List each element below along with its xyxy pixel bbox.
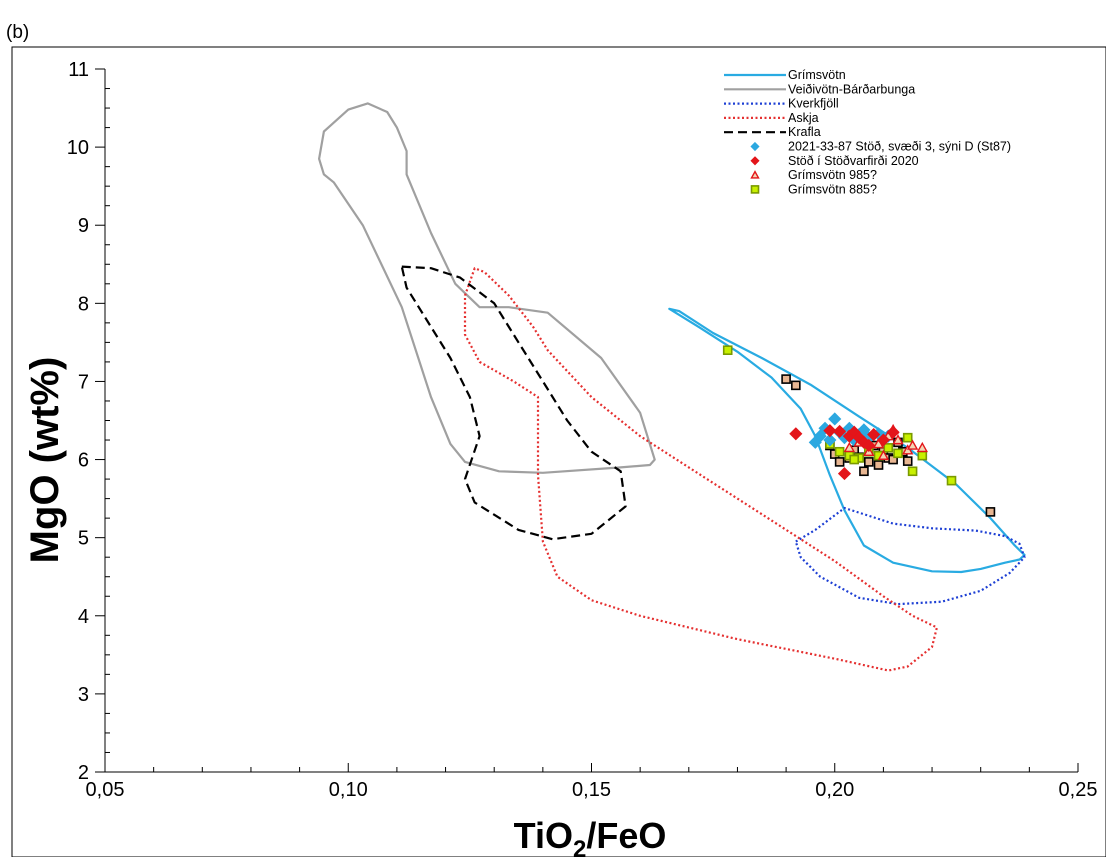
field-outline-2: [794, 506, 1026, 606]
y-tick-label-9: 11: [68, 59, 89, 81]
marker-s4-4: [834, 457, 845, 467]
marker-s2-0: [843, 441, 856, 453]
y-tick-label-0: 2: [78, 762, 89, 784]
marker-s3-10: [907, 466, 918, 477]
legend-label-field-4: Krafla: [788, 125, 821, 139]
plot-frame: [11, 46, 1106, 857]
field-outline-0: [668, 307, 1026, 574]
marker-s1-8: [862, 438, 876, 453]
marker-s3-7: [883, 443, 894, 453]
y-tick-label-4: 6: [78, 450, 89, 472]
marker-s2-10: [877, 449, 890, 460]
marker-s0-0: [828, 412, 842, 426]
legend-label-series-1: Stöð í Stöðvarfirði 2020: [788, 154, 919, 168]
legend: GrímsvötnVeiðivötn-BárðarbungaKverkfjöll…: [724, 68, 1011, 196]
marker-s2-6: [892, 434, 904, 445]
legend-label-series-0: 2021-33-87 Stöð, svæði 3, sýni D (St87): [788, 140, 1011, 154]
legend-label-series-3: Grímsvötn 885?: [788, 182, 877, 196]
marker-s1-0: [789, 427, 803, 441]
marker-s4-1: [791, 380, 801, 391]
marker-s4-14: [888, 454, 898, 465]
marker-s4-0: [781, 374, 791, 384]
field-outline-4: [400, 265, 627, 541]
marker-s3-12: [946, 475, 957, 486]
marker-s1-11: [886, 425, 900, 439]
panel-label: (b): [6, 22, 30, 43]
x-tick-label-0: 0,05: [86, 779, 125, 801]
y-tick-label-2: 4: [78, 606, 89, 628]
marker-s2-9: [916, 441, 929, 453]
marker-s4-8: [859, 466, 869, 477]
x-tick-label-1: 0,10: [329, 779, 368, 801]
legend-label-field-0: Grímsvötn: [788, 68, 846, 82]
y-tick-label-7: 9: [78, 215, 89, 237]
field-outline-3: [463, 267, 938, 672]
x-axis-title-tail: /FeO: [586, 815, 666, 856]
legend-label-field-1: Veiðivötn-Bárðarbunga: [788, 82, 915, 96]
marker-s4-16: [902, 456, 913, 466]
axis-ticks: 0,05 0,10 0,15 0,20 0,25 2 3 4 5 6 7 8 9 10 11: [67, 59, 1098, 801]
marker-s3-13: [849, 454, 860, 465]
field-outline-1: [318, 102, 656, 474]
x-axis-title-main: TiO: [514, 815, 573, 856]
legend-label-field-2: Kverkfjöll: [788, 97, 839, 111]
marker-s4-18: [985, 507, 996, 517]
marker-s3-2: [834, 446, 845, 457]
marker-s2-8: [906, 439, 919, 450]
x-tick-label-4: 0,25: [1059, 779, 1098, 801]
x-tick-label-2: 0,15: [572, 779, 611, 801]
y-tick-label-5: 7: [78, 371, 89, 393]
marker-s0-2: [823, 433, 837, 447]
marker-s3-11: [917, 450, 928, 461]
legend-label-field-3: Askja: [788, 111, 819, 125]
marker-s3-9: [902, 432, 913, 443]
marker-s3-0: [722, 345, 733, 356]
legend-swatch-series-0: [750, 141, 760, 152]
data-markers: [722, 345, 996, 517]
x-tick-label-3: 0,20: [815, 779, 854, 801]
marker-s3-8: [893, 448, 903, 459]
x-axis-title-subscript: 2: [573, 836, 586, 857]
marker-s1-10: [876, 433, 890, 447]
legend-swatch-series-1: [750, 156, 760, 166]
legend-label-series-2: Grímsvötn 985?: [788, 168, 877, 182]
marker-s4-9: [864, 457, 874, 467]
x-axis-title: TiO2/FeO: [514, 815, 667, 857]
axes: [104, 69, 1078, 773]
marker-s4-11: [873, 460, 884, 470]
legend-swatch-series-3: [750, 185, 760, 194]
marker-s1-9: [867, 427, 881, 442]
y-tick-label-6: 8: [78, 293, 89, 315]
y-tick-label-8: 10: [67, 137, 89, 159]
marker-s1-1: [823, 424, 837, 438]
marker-s1-3: [837, 467, 852, 481]
legend-swatch-series-2: [750, 170, 760, 179]
y-axis-title: MgO (wt%): [23, 357, 67, 564]
compositional-fields: [318, 102, 1026, 672]
marker-s1-2: [833, 424, 847, 439]
y-tick-label-1: 3: [78, 684, 89, 706]
marker-s0-14: [808, 435, 822, 449]
y-tick-label-3: 5: [78, 528, 89, 550]
